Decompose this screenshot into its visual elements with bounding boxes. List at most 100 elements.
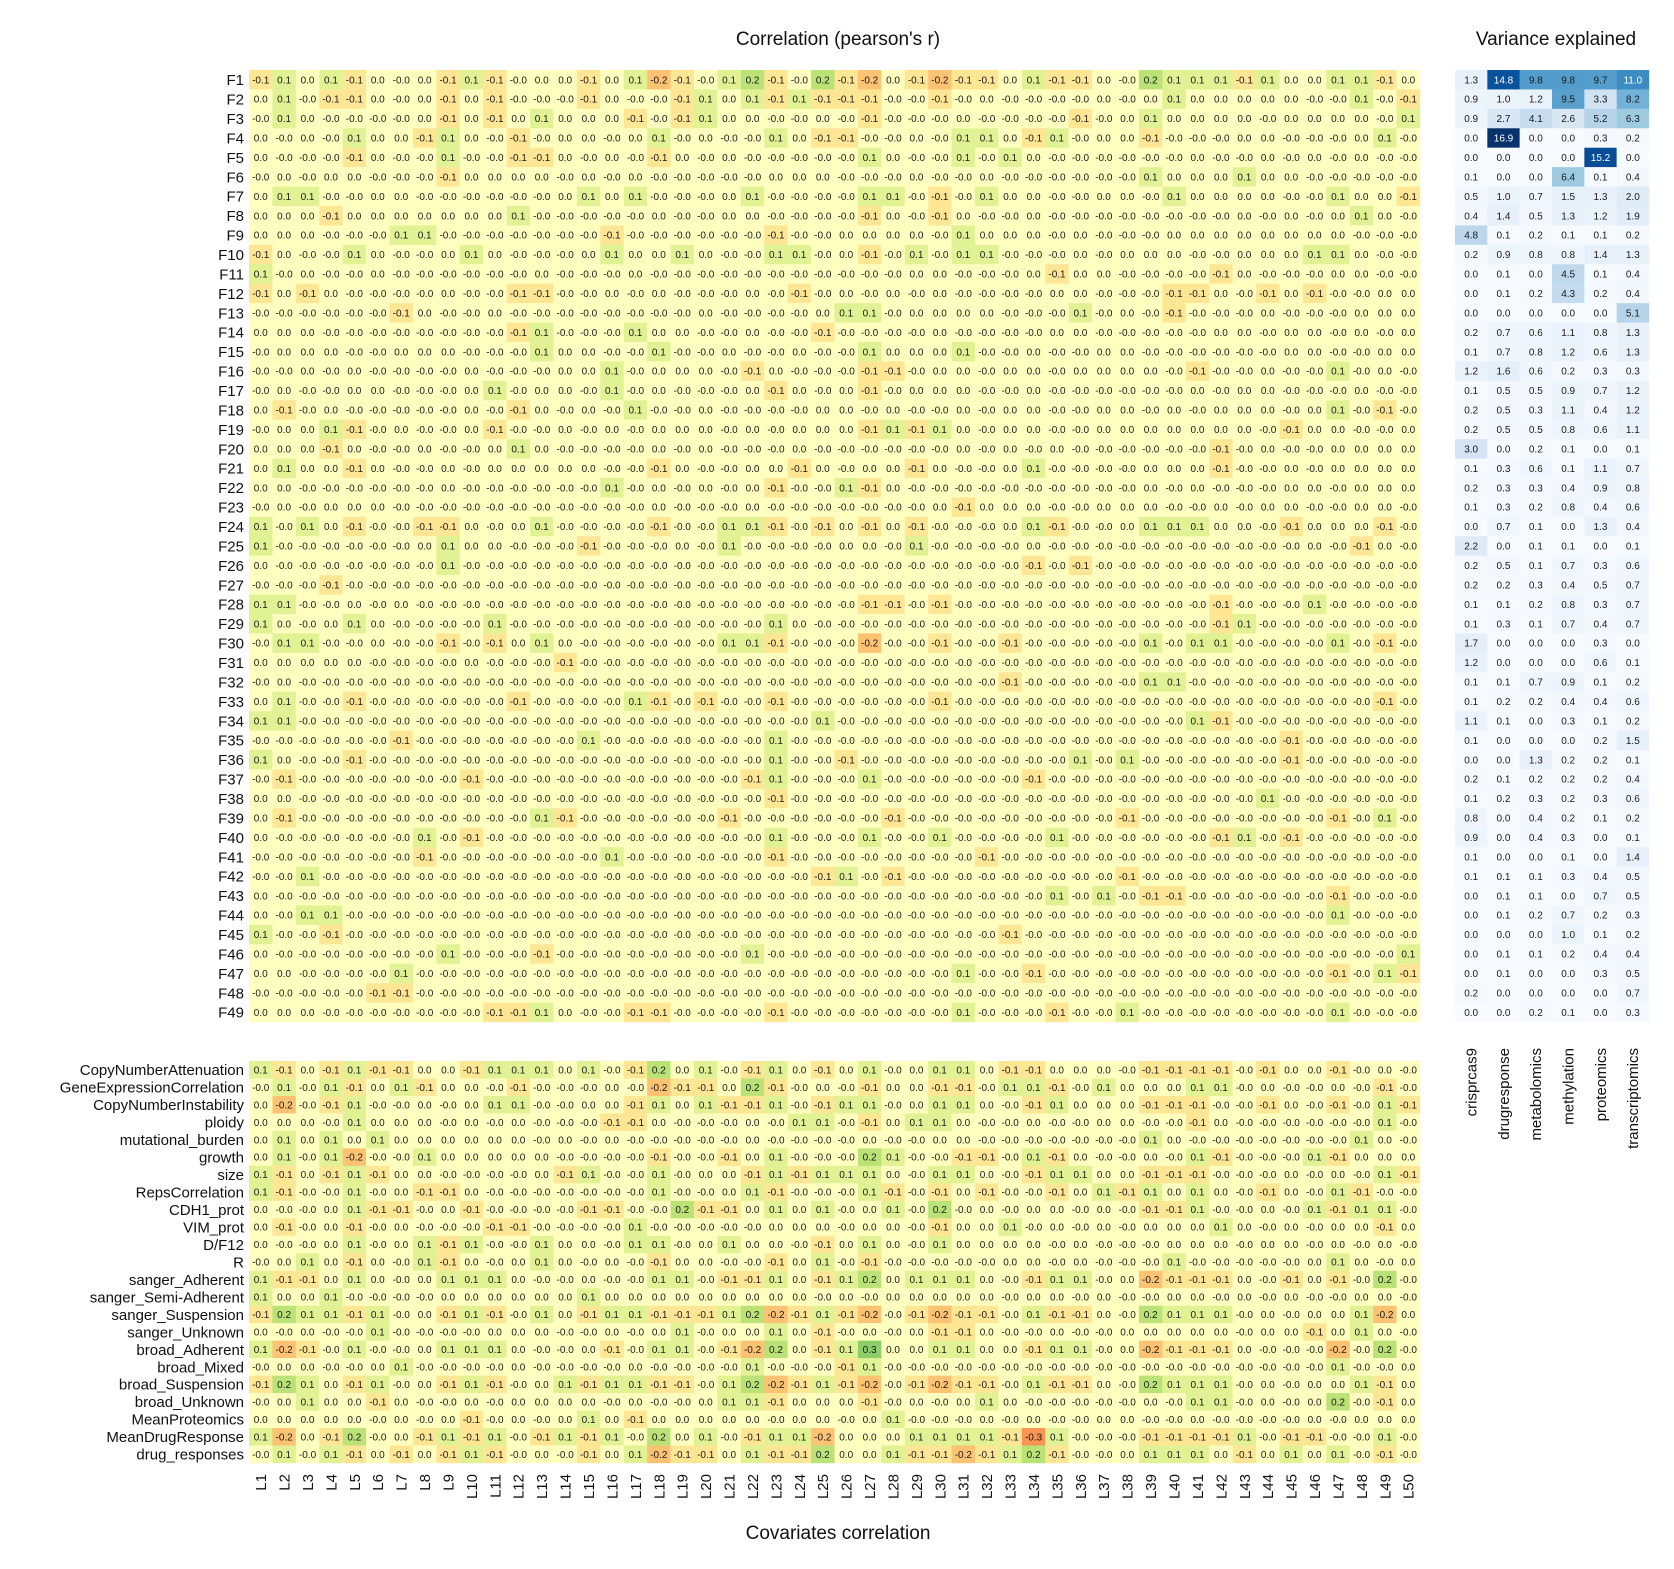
cell-value-label: -0.0	[486, 891, 504, 902]
cell-value-label: 0.0	[1401, 425, 1415, 436]
row-label: F2	[226, 92, 244, 109]
cell-value-label: -0.0	[1165, 814, 1183, 825]
cell-value-label: -0.0	[1119, 911, 1137, 922]
heatmap-cell	[1256, 70, 1280, 90]
cell-value-label: -0.0	[1259, 697, 1277, 708]
cell-value-label: 0.0	[956, 367, 970, 378]
cell-value-label: -0.0	[1048, 153, 1066, 164]
cell-value-label: 0.0	[558, 367, 572, 378]
cell-value-label: -0.0	[720, 367, 738, 378]
cell-value-label: 0.1	[1378, 969, 1392, 980]
cell-value-label: -0.1	[322, 211, 340, 222]
cell-value-label: -0.0	[299, 678, 317, 689]
cell-value-label: 0.0	[441, 483, 455, 494]
cell-value-label: -0.0	[1002, 833, 1020, 844]
cell-value-label: -0.0	[580, 658, 598, 669]
cell-value-label: -0.0	[1236, 503, 1254, 514]
cell-value-label: -0.0	[884, 250, 902, 261]
heatmap-cell	[787, 70, 812, 90]
cell-value-label: -0.0	[931, 814, 949, 825]
cell-value-label: 0.0	[1214, 289, 1228, 300]
cell-value-label: -0.0	[1165, 658, 1183, 669]
cell-value-label: -0.0	[1048, 697, 1066, 708]
cell-value-label: -0.0	[1189, 658, 1207, 669]
cell-value-label: -0.0	[439, 891, 457, 902]
cell-value-label: 0.0	[1097, 347, 1111, 358]
cell-value-label: 0.1	[628, 697, 642, 708]
cell-value-label: -0.1	[861, 114, 879, 125]
cell-value-label: -0.0	[557, 289, 575, 300]
cell-value-label: -0.0	[861, 619, 879, 630]
cell-value-label: -0.0	[369, 833, 387, 844]
cell-value-label: 0.0	[1261, 386, 1275, 397]
cell-value-label: -0.0	[627, 950, 645, 961]
cell-value-label: 0.0	[816, 464, 830, 475]
cell-value-label: -0.0	[393, 619, 411, 630]
cell-value-label: -0.1	[884, 814, 902, 825]
cell-value-label: -0.0	[1048, 775, 1066, 786]
cell-value-label: 0.0	[511, 639, 525, 650]
heatmap-cell	[389, 89, 414, 110]
cell-value-label: -0.0	[720, 678, 738, 689]
cell-value-label: -0.0	[463, 347, 481, 358]
cell-value-label: -0.0	[1095, 619, 1113, 630]
cell-value-label: 0.0	[1378, 444, 1392, 455]
cell-value-label: -0.0	[791, 600, 809, 611]
heatmap-cell	[319, 70, 343, 90]
cell-value-label: -0.0	[463, 289, 481, 300]
cell-value-label: -0.0	[650, 192, 668, 203]
cell-value-label: -0.1	[1212, 464, 1230, 475]
row-label: F4	[226, 130, 244, 147]
cell-value-label: -0.0	[1283, 308, 1301, 319]
cell-value-label: -0.0	[697, 988, 715, 999]
cell-value-label: -0.0	[393, 172, 411, 183]
cell-value-label: 0.1	[886, 425, 900, 436]
cell-value-label: -0.0	[978, 988, 996, 999]
cell-value-label: -0.0	[1259, 1008, 1277, 1019]
cell-value-label: -0.0	[486, 522, 504, 533]
cell-value-label: 0.1	[628, 192, 642, 203]
cell-value-label: -0.1	[557, 814, 575, 825]
cell-value-label: 0.0	[254, 561, 268, 572]
cell-value-label: 0.1	[347, 134, 361, 145]
cell-value-label: 0.0	[956, 114, 970, 125]
cell-value-label: -0.0	[650, 270, 668, 281]
cell-value-label: -0.0	[884, 386, 902, 397]
cell-value-label: -0.0	[1259, 736, 1277, 747]
cell-value-label: -0.0	[1236, 736, 1254, 747]
cell-value-label: -0.0	[346, 561, 364, 572]
cell-value-label: 0.0	[1308, 522, 1322, 533]
cell-value-label: -0.0	[1142, 580, 1160, 591]
cell-value-label: 0.0	[1167, 231, 1181, 242]
cell-value-label: -0.0	[1002, 794, 1020, 805]
cell-value-label: -0.0	[1025, 1008, 1043, 1019]
cell-value-label: -0.0	[884, 833, 902, 844]
cell-value-label: 0.0	[1214, 172, 1228, 183]
cell-value-label: 9.5	[1561, 95, 1575, 106]
cell-value-label: -0.1	[908, 425, 926, 436]
cell-value-label: -0.0	[978, 211, 996, 222]
cell-value-label: -0.0	[533, 891, 551, 902]
cell-value-label: -0.0	[463, 852, 481, 863]
cell-value-label: -0.0	[1119, 483, 1137, 494]
cell-value-label: -0.0	[1400, 580, 1418, 591]
cell-value-label: -0.0	[908, 483, 926, 494]
cell-value-label: -0.0	[1212, 367, 1230, 378]
cell-value-label: -0.0	[299, 794, 317, 805]
cell-value-label: 0.1	[605, 386, 619, 397]
cell-value-label: 0.0	[1284, 347, 1298, 358]
cell-value-label: -0.0	[1236, 600, 1254, 611]
cell-value-label: -0.0	[908, 192, 926, 203]
cell-value-label: -0.0	[416, 911, 434, 922]
cell-value-label: -0.0	[416, 367, 434, 378]
cell-value-label: -0.1	[1048, 522, 1066, 533]
cell-value-label: -0.0	[1376, 891, 1394, 902]
cell-value-label: -0.0	[557, 755, 575, 766]
cell-value-label: -0.0	[1048, 678, 1066, 689]
cell-value-label: 0.0	[1167, 406, 1181, 417]
cell-value-label: -0.1	[884, 600, 902, 611]
cell-value-label: -0.0	[1306, 464, 1324, 475]
cell-value-label: -0.1	[322, 95, 340, 106]
cell-value-label: -0.0	[416, 172, 434, 183]
cell-value-label: -0.0	[1142, 872, 1160, 883]
